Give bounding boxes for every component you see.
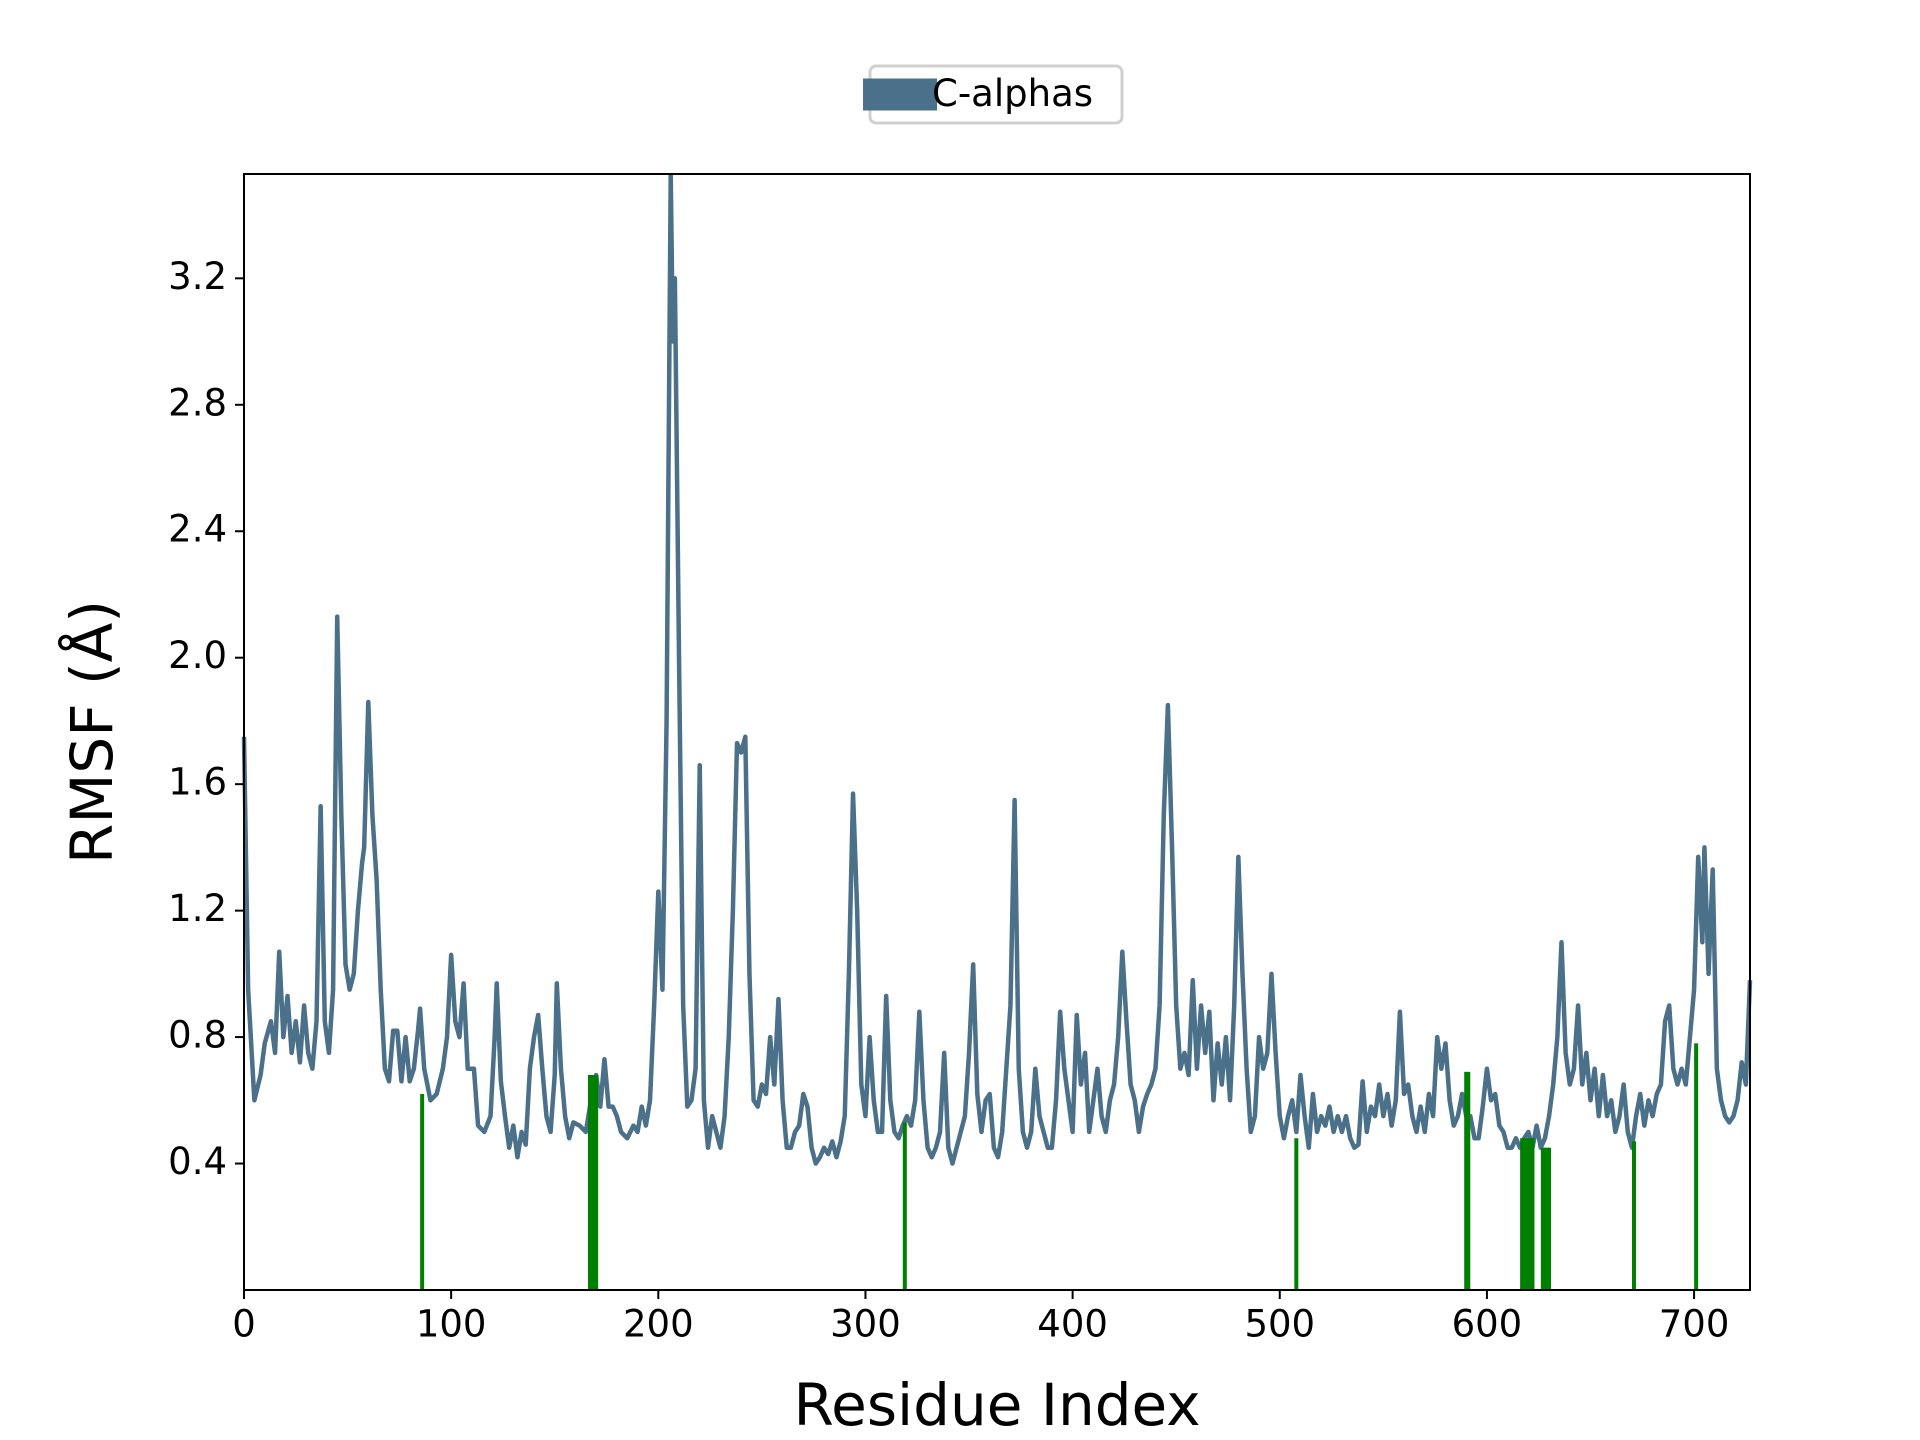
x-tick-label: 700: [1659, 1303, 1730, 1346]
x-tick-label: 0: [232, 1303, 256, 1346]
rmsf-line: [241, 171, 1753, 1166]
legend-label: C-alphas: [932, 72, 1093, 115]
y-axis-label: RMSF (Å): [57, 600, 126, 864]
x-tick-label: 400: [1037, 1303, 1108, 1346]
y-tick-label: 1.6: [168, 761, 227, 804]
y-tick-label: 0.4: [168, 1140, 227, 1183]
y-tick-label: 1.2: [168, 887, 227, 930]
y-tick-label: 0.8: [168, 1014, 227, 1057]
legend-swatch: [863, 78, 937, 111]
y-tick-label: 2.4: [168, 508, 227, 551]
y-tick-label: 2.8: [168, 381, 227, 424]
x-tick-label: 300: [830, 1303, 901, 1346]
x-tick-label: 200: [623, 1303, 694, 1346]
axes-frame: [243, 173, 1751, 1291]
y-tick-label: 2.0: [168, 634, 227, 677]
x-tick-label: 600: [1452, 1303, 1523, 1346]
x-axis-label: Residue Index: [793, 1371, 1200, 1439]
y-tick-label: 3.2: [168, 255, 227, 298]
x-tick-label: 500: [1244, 1303, 1315, 1346]
x-tick-label: 100: [416, 1303, 487, 1346]
